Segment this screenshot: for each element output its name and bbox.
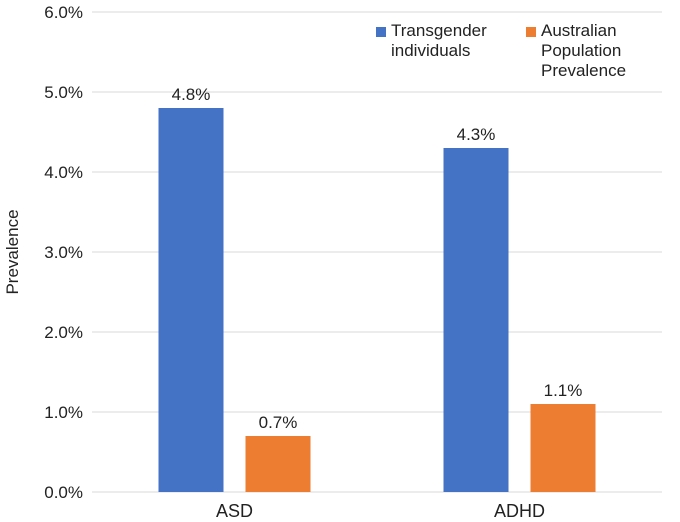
x-axis-category-labels: ASD ADHD [216,501,545,521]
y-tick-label: 0.0% [44,483,83,502]
legend-label-line: Population [541,41,621,60]
y-tick-label: 2.0% [44,323,83,342]
y-tick-label: 5.0% [44,83,83,102]
bars [158,108,596,492]
y-axis-title: Prevalence [3,209,22,294]
legend-label-line: Prevalence [541,61,626,80]
data-label: 4.3% [457,125,496,144]
legend-label: Australian Population Prevalence [541,21,626,80]
legend-label: Transgender individuals [391,21,487,60]
legend-label-line: Transgender [391,21,487,40]
y-tick-label: 3.0% [44,243,83,262]
legend-label-line: Australian [541,21,617,40]
data-label: 0.7% [259,413,298,432]
bar-adhd-series-0 [443,148,509,492]
bar-adhd-series-1 [530,404,596,492]
data-labels: 4.8% 0.7% 4.3% 1.1% [172,85,583,432]
bar-asd-series-0 [158,108,224,492]
legend-swatch [376,27,386,37]
y-tick-label: 6.0% [44,3,83,22]
legend: Transgender individuals Australian Populati… [376,21,626,80]
bar-asd-series-1 [245,436,311,492]
data-label: 4.8% [172,85,211,104]
x-category-label: ADHD [494,501,545,521]
y-axis-tick-labels: 0.0% 1.0% 2.0% 3.0% 4.0% 5.0% 6.0% [44,3,83,502]
y-tick-label: 4.0% [44,163,83,182]
y-tick-label: 1.0% [44,403,83,422]
x-category-label: ASD [216,501,253,521]
legend-label-line: individuals [391,41,470,60]
data-label: 1.1% [544,381,583,400]
legend-swatch [526,27,536,37]
